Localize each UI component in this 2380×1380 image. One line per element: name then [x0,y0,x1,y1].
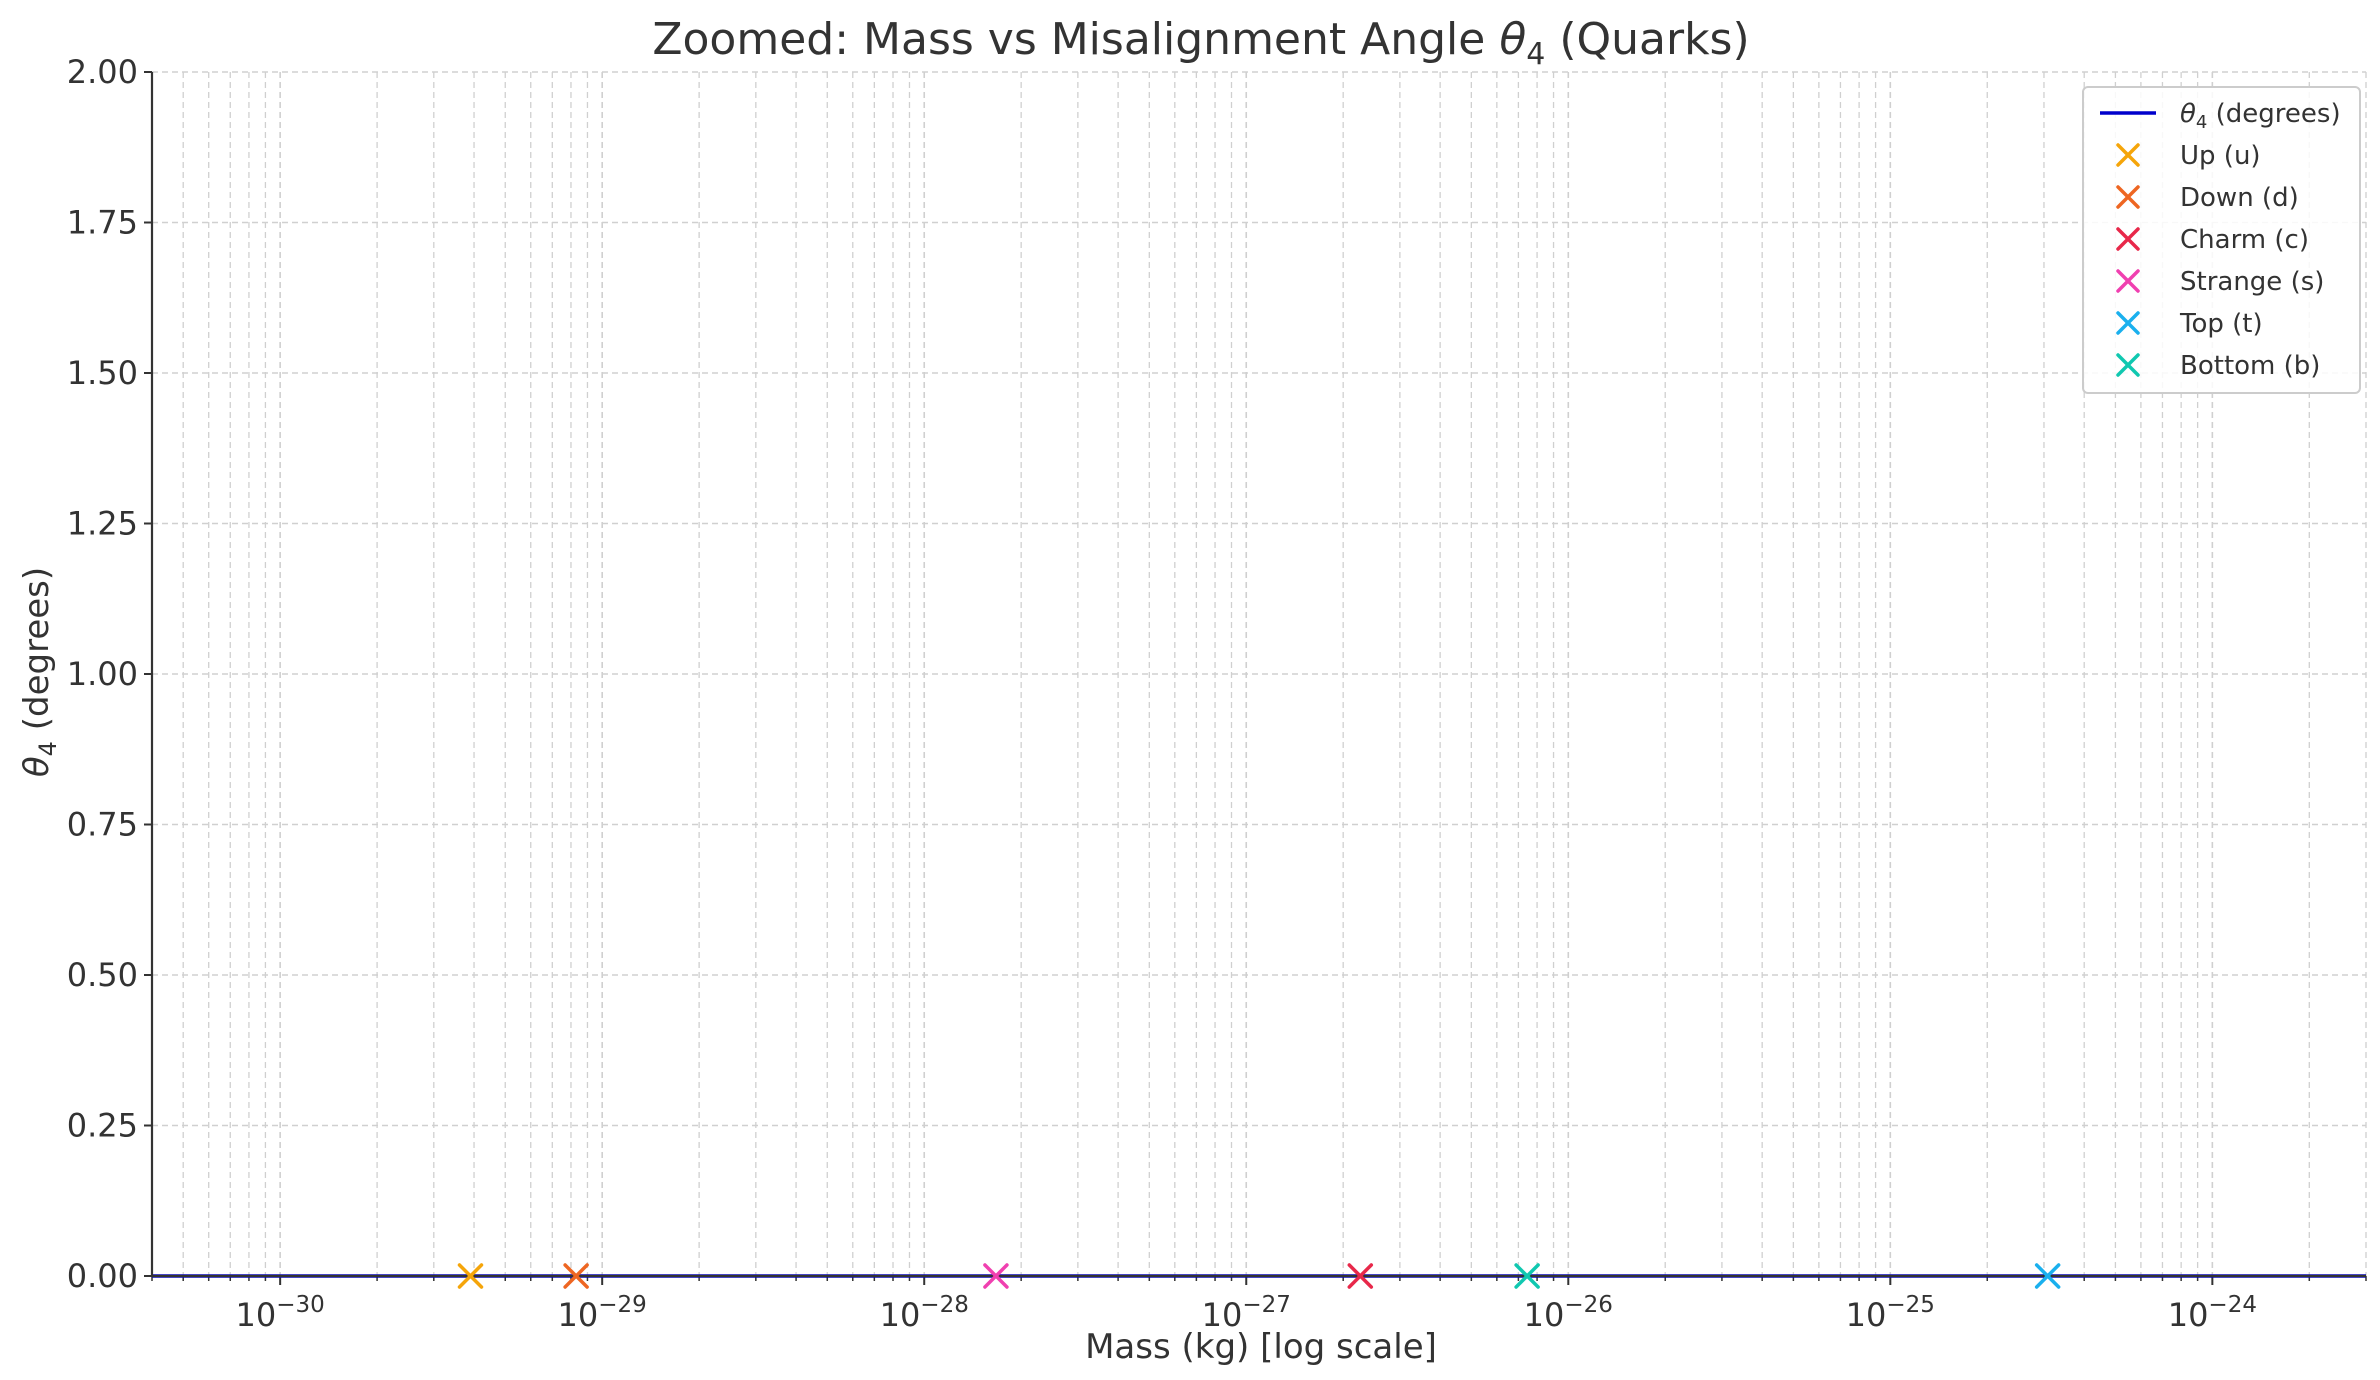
chart-title-symbol: θ [1499,14,1526,65]
legend-marker-swatch [2116,269,2140,293]
x-axis-label: Mass (kg) [log scale] [1085,1327,1437,1367]
markers [457,1263,2061,1289]
legend: θ4 (degrees) Up (u) Down (d) Charm (c) Stran… [2082,86,2361,394]
y-tick-label: 1.00 [67,655,138,693]
y-axis-label-subscript: 4 [34,741,62,756]
x-tick-label: 10−29 [558,1292,647,1334]
y-tick-label: 0.75 [67,806,138,844]
legend-marker-swatch [2116,227,2140,251]
legend-marker-swatch [2116,143,2140,167]
chart-title: Zoomed: Mass vs Misalignment Angle θ4 (Q… [652,14,1749,72]
legend-label: Strange (s) [2180,267,2324,297]
legend-label: θ4 (degrees) [2180,99,2341,133]
x-tick-label: 10−24 [2168,1292,2257,1334]
y-tick-label: 0.50 [67,956,138,994]
x-tick-label: 10−25 [1846,1292,1935,1334]
y-tick-label: 1.50 [67,354,138,392]
chart-title-subscript: 4 [1526,37,1545,72]
legend-marker-swatch [2116,311,2140,335]
x-tick-label: 10−30 [236,1292,325,1334]
data-point-marker [2034,1263,2061,1289]
legend-marker-swatch [2116,353,2140,377]
data-point-marker [1347,1263,1374,1289]
x-tick-label: 10−27 [1202,1292,1291,1334]
y-axis-label: θ4 (degrees) [17,567,62,777]
y-tick-label: 1.25 [67,505,138,543]
data-point-marker [457,1263,484,1289]
y-tick-label: 2.00 [67,53,138,91]
grid [151,71,2367,1277]
legend-box [2082,86,2361,394]
legend-label: Top (t) [2179,309,2263,339]
chart-title-main: Zoomed: Mass vs Misalignment Angle [652,14,1499,65]
legend-label: Down (d) [2180,183,2299,213]
legend-items: θ4 (degrees) Up (u) Down (d) Charm (c) Stran… [2100,99,2341,381]
y-axis-label-symbol: θ [17,756,57,777]
legend-label: Up (u) [2180,141,2261,171]
y-ticks: 0.00 0.25 0.50 0.75 1.00 1.25 1.50 1.75 2.00 [67,53,152,1295]
x-tick-label: 10−26 [1524,1292,1613,1334]
data-point-marker [1514,1263,1540,1289]
y-axis-label-tail: (degrees) [17,567,57,741]
y-tick-label: 0.00 [67,1257,138,1295]
x-ticks: 10−30 10−29 10−28 10−27 10−26 10−25 10−24 [151,1276,2367,1334]
y-tick-label: 0.25 [67,1107,138,1145]
y-tick-label: 1.75 [67,204,138,242]
legend-label: Bottom (b) [2180,351,2320,381]
x-tick-label: 10−28 [880,1292,969,1334]
legend-label: Charm (c) [2180,225,2309,255]
axes [150,72,2366,1278]
legend-marker-swatch [2116,185,2140,209]
data-point-marker [563,1263,589,1289]
data-point-marker [983,1263,1009,1289]
chart-title-tail: (Quarks) [1545,14,1749,65]
